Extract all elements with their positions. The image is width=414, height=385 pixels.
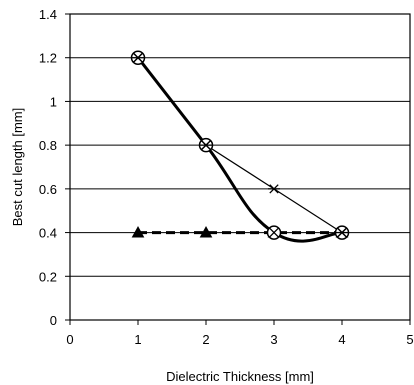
y-axis-label: Best cut length [mm] xyxy=(10,108,25,227)
y-tick-label: 1 xyxy=(50,94,57,109)
y-tick-label: 0.6 xyxy=(39,182,57,197)
data-point-triangle xyxy=(131,226,145,238)
series-line-circle xyxy=(136,56,343,243)
x-tick-label: 3 xyxy=(270,332,277,347)
data-point-star xyxy=(336,227,348,238)
plot-area xyxy=(69,13,411,321)
x-tick-label: 5 xyxy=(406,332,413,347)
y-tick-label: 0.2 xyxy=(39,269,57,284)
tick-labels: 0 0.2 0.4 0.6 0.8 1 1.2 1.4 0 1 2 3 4 5 xyxy=(39,7,414,347)
x-tick-label: 1 xyxy=(134,332,141,347)
x-axis-label: Dielectric Thickness [mm] xyxy=(166,369,314,384)
gridlines xyxy=(70,57,410,277)
y-tick-label: 1.2 xyxy=(39,51,57,66)
data-point-star xyxy=(200,140,212,150)
x-tick-label: 0 xyxy=(66,332,73,347)
data-point-star xyxy=(132,53,144,63)
y-tick-label: 1.4 xyxy=(39,7,57,22)
x-tick-label: 2 xyxy=(202,332,209,347)
plot-border xyxy=(69,13,411,321)
data-point-star xyxy=(268,184,280,194)
data-point-circle xyxy=(266,225,282,240)
y-tick-label: 0 xyxy=(50,313,57,328)
y-tick-label: 0.8 xyxy=(39,138,57,153)
data-point-triangle xyxy=(199,226,213,238)
x-tick-label: 4 xyxy=(338,332,345,347)
y-tick-label: 0.4 xyxy=(39,226,57,241)
series-lines xyxy=(136,56,343,243)
data-markers xyxy=(130,50,350,240)
